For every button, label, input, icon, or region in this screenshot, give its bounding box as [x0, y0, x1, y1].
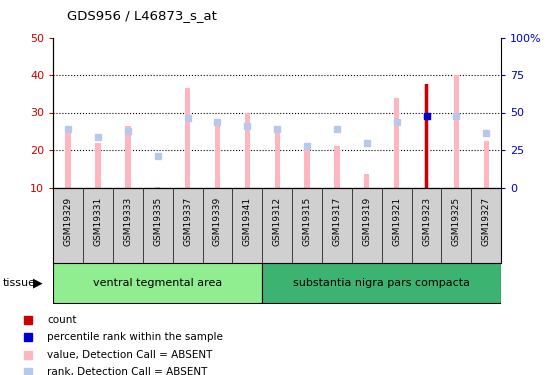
Text: GSM19315: GSM19315	[302, 196, 311, 246]
Text: GSM19321: GSM19321	[392, 196, 401, 246]
Text: GSM19333: GSM19333	[123, 196, 132, 246]
Bar	[364, 174, 370, 188]
Text: GSM19331: GSM19331	[94, 196, 102, 246]
Bar	[95, 142, 101, 188]
Text: GSM19335: GSM19335	[153, 196, 162, 246]
Bar	[305, 146, 310, 188]
Text: count: count	[47, 315, 77, 325]
Bar	[484, 141, 489, 188]
Text: tissue: tissue	[3, 278, 36, 288]
Text: rank, Detection Call = ABSENT: rank, Detection Call = ABSENT	[47, 367, 208, 375]
Text: GSM19339: GSM19339	[213, 196, 222, 246]
Bar	[425, 84, 428, 188]
Text: ventral tegmental area: ventral tegmental area	[93, 278, 222, 288]
Text: GSM19325: GSM19325	[452, 196, 461, 246]
Bar	[66, 129, 71, 188]
Text: GSM19323: GSM19323	[422, 196, 431, 246]
Bar	[155, 187, 160, 188]
Text: substantia nigra pars compacta: substantia nigra pars compacta	[293, 278, 470, 288]
Bar	[394, 98, 399, 188]
Text: percentile rank within the sample: percentile rank within the sample	[47, 332, 223, 342]
Bar	[245, 112, 250, 188]
Bar	[185, 88, 190, 188]
Text: GSM19341: GSM19341	[243, 196, 252, 246]
Text: GSM19319: GSM19319	[362, 196, 371, 246]
Text: GDS956 / L46873_s_at: GDS956 / L46873_s_at	[67, 9, 217, 22]
Text: GSM19329: GSM19329	[64, 196, 73, 246]
Text: GSM19337: GSM19337	[183, 196, 192, 246]
Bar	[125, 126, 130, 188]
Bar	[334, 146, 339, 188]
Text: GSM19317: GSM19317	[333, 196, 342, 246]
Bar	[424, 84, 429, 188]
Text: ▶: ▶	[32, 277, 42, 290]
Bar	[53, 263, 262, 303]
Bar	[454, 75, 459, 188]
Text: GSM19327: GSM19327	[482, 196, 491, 246]
Text: GSM19312: GSM19312	[273, 196, 282, 246]
Text: value, Detection Call = ABSENT: value, Detection Call = ABSENT	[47, 350, 213, 360]
Bar	[262, 263, 501, 303]
Bar	[274, 129, 280, 188]
Bar	[215, 120, 220, 188]
